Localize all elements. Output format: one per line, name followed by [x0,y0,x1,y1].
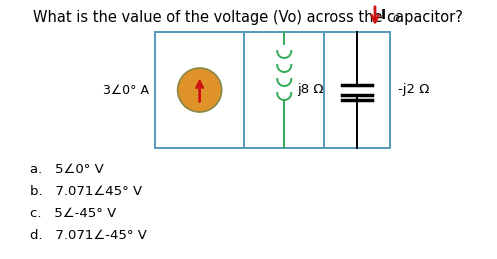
Text: -j2 Ω: -j2 Ω [398,83,429,97]
Text: c.   5∠-45° V: c. 5∠-45° V [30,207,116,220]
Text: b.   7.071∠45° V: b. 7.071∠45° V [30,185,142,198]
Bar [155,32,390,148]
Circle shape [177,68,222,112]
Text: 3∠0° A: 3∠0° A [103,83,149,97]
Text: a.   5∠0° V: a. 5∠0° V [30,163,104,176]
Text: d.   7.071∠-45° V: d. 7.071∠-45° V [30,229,147,242]
Text: I: I [381,8,386,22]
Text: What is the value of the voltage (Vo) across the capacitor?: What is the value of the voltage (Vo) ac… [33,10,463,25]
Text: o: o [392,13,399,23]
Text: j8 Ω: j8 Ω [297,83,324,97]
